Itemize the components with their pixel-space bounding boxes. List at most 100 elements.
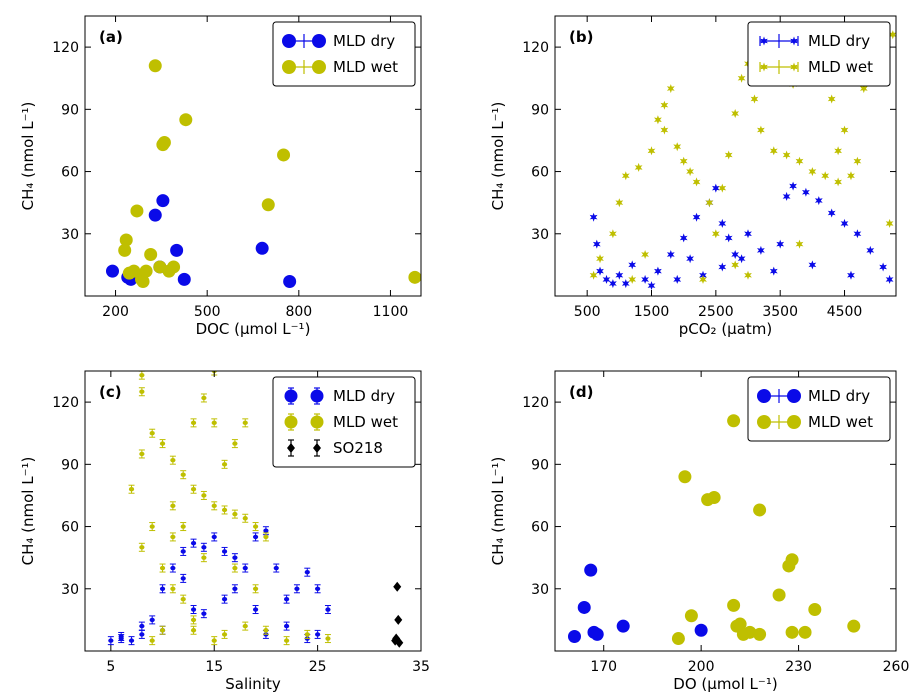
data-point-wet — [221, 459, 228, 469]
data-point-dry — [666, 250, 675, 259]
data-point-wet — [242, 418, 249, 428]
data-point-dry — [255, 241, 269, 255]
data-point-wet — [262, 625, 269, 635]
data-point-dry — [324, 605, 331, 615]
data-point-dry — [789, 181, 797, 191]
panel-d: 170 200 230 260 30 60 90 120 DO (μmol L⁻¹) CH₄ (n… — [489, 370, 910, 692]
data-point-dry — [808, 260, 817, 270]
data-point-wet — [847, 619, 861, 633]
y-tick-label: 30 — [61, 227, 79, 243]
data-point-wet — [128, 484, 135, 494]
data-point-dry — [679, 233, 688, 243]
data-point-wet — [834, 177, 842, 187]
data-point-wet — [157, 136, 171, 150]
data-point-dry — [105, 264, 119, 278]
data-point-wet — [647, 146, 656, 156]
data-point-wet — [727, 598, 741, 612]
data-point-wet — [169, 532, 176, 542]
legend-entry-so218: SO218 — [287, 439, 383, 457]
data-point-dry — [814, 196, 823, 206]
legend-marker-wet — [787, 415, 801, 429]
legend-marker-wet — [310, 415, 324, 429]
data-point-dry — [757, 245, 765, 255]
data-point-wet — [200, 490, 207, 500]
data-point-dry — [283, 274, 297, 288]
data-point-wet — [660, 100, 669, 110]
data-point-wet — [737, 73, 746, 83]
x-tick-label: 500 — [194, 304, 221, 320]
data-point-so218 — [394, 614, 403, 625]
plot-frame — [84, 15, 422, 297]
data-point-dry — [156, 194, 170, 208]
data-point-wet — [679, 156, 688, 166]
data-point-wet — [785, 553, 799, 567]
data-point-dry — [283, 594, 290, 604]
y-tick-label: 60 — [531, 520, 549, 536]
legend-marker-dry — [787, 389, 801, 403]
data-point-wet — [609, 229, 617, 239]
data-point-wet — [180, 522, 187, 532]
data-point-dry — [802, 187, 810, 197]
data-point-wet — [621, 171, 630, 181]
data-point-wet — [834, 146, 842, 156]
y-tick-label: 120 — [522, 395, 549, 411]
y-tick-label: 90 — [61, 457, 79, 473]
legend-marker-dry — [312, 34, 326, 48]
data-point-dry — [211, 532, 218, 542]
data-point-dry — [596, 266, 604, 276]
data-point-wet — [190, 615, 197, 625]
data-point-wet — [127, 264, 141, 278]
legend-marker-wet — [760, 62, 768, 72]
data-point-wet — [684, 609, 698, 623]
data-point-wet — [119, 233, 133, 247]
data-point-dry — [231, 584, 238, 594]
data-point-wet — [148, 59, 162, 73]
data-point-wet — [324, 634, 331, 644]
data-point-wet — [149, 636, 156, 646]
data-point-wet — [712, 229, 720, 239]
data-point-dry — [853, 229, 862, 239]
plot-frame — [554, 370, 897, 652]
data-layer — [567, 414, 861, 646]
y-axis-label: CH₄ (nmol L⁻¹) — [489, 102, 507, 211]
data-point-wet — [821, 171, 830, 181]
data-point-dry — [737, 254, 746, 264]
panel-a: 200 500 800 1100 30 60 90 120 DOC (μmol L⁻¹) CH₄ … — [19, 15, 422, 338]
data-point-dry — [628, 260, 637, 270]
data-point-dry — [590, 627, 604, 641]
data-point-wet — [211, 418, 218, 428]
data-point-dry — [180, 573, 187, 583]
data-point-dry — [200, 542, 207, 552]
data-point-wet — [750, 94, 759, 104]
data-point-dry — [107, 636, 114, 646]
legend-marker-wet — [284, 415, 298, 429]
y-tick-label: 90 — [531, 457, 549, 473]
data-layer — [107, 371, 404, 648]
data-point-dry — [138, 621, 145, 631]
data-point-wet — [167, 260, 181, 274]
panel-label: (a) — [99, 28, 123, 46]
data-point-wet — [827, 94, 836, 104]
panel-label: (c) — [99, 383, 122, 401]
data-point-dry — [314, 629, 321, 639]
data-point-dry — [584, 563, 598, 577]
x-tick-label: 800 — [285, 304, 312, 320]
data-point-dry — [148, 208, 162, 222]
panel-label: (b) — [569, 28, 593, 46]
data-point-dry — [879, 262, 887, 272]
data-point-dry — [118, 634, 125, 644]
data-point-wet — [589, 270, 598, 280]
data-point-dry — [221, 594, 228, 604]
legend: MLD dry MLD wet SO218 — [272, 376, 416, 468]
legend-label: MLD dry — [333, 387, 395, 405]
data-point-dry — [712, 183, 720, 193]
data-point-dry — [252, 532, 259, 542]
data-point-wet — [159, 625, 166, 635]
data-point-wet — [139, 264, 153, 278]
data-point-dry — [577, 600, 591, 614]
panel-c: 5 15 25 35 30 60 90 120 Salinity CH₄ (nmol L⁻¹) (c… — [19, 370, 430, 692]
x-tick-label: 260 — [883, 659, 910, 675]
data-point-wet — [785, 625, 799, 639]
x-tick-label: 230 — [785, 659, 812, 675]
